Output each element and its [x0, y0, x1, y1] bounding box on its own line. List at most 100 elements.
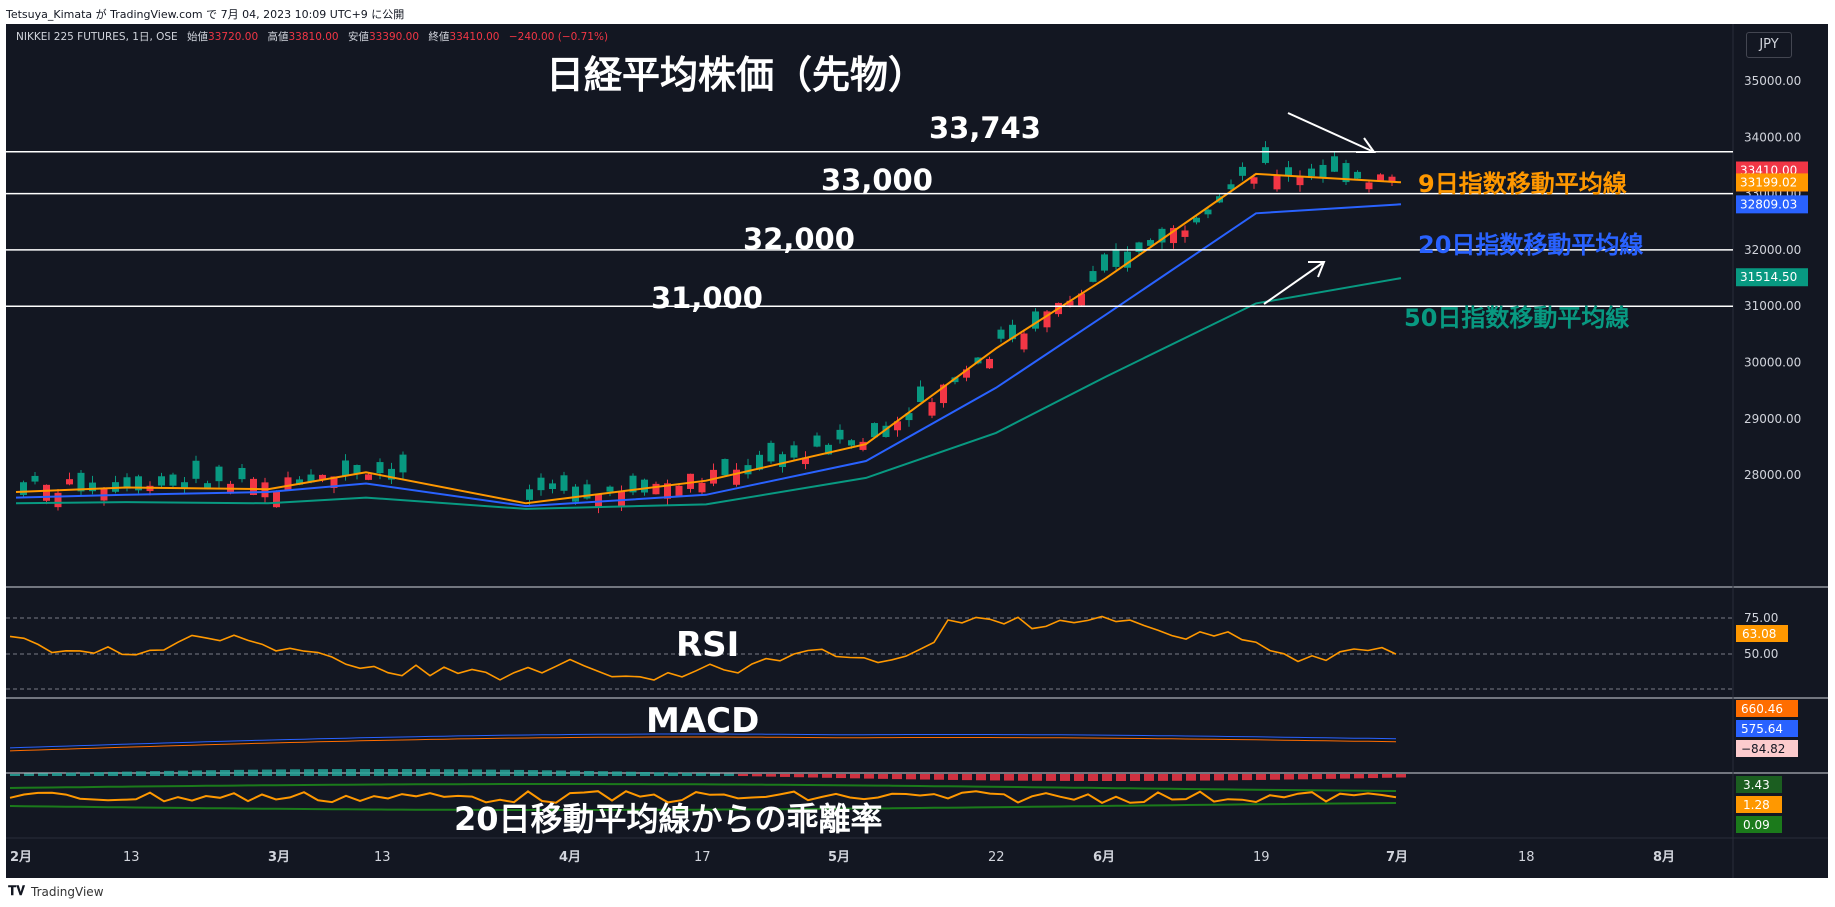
tradingview-logo-icon: 𝐓𝐕 — [8, 884, 25, 899]
candle-body — [89, 482, 96, 492]
macd-histogram-bar — [1340, 774, 1350, 779]
candle-body — [192, 460, 200, 479]
chart-canvas[interactable]: NIKKEI 225 FUTURES, 1日, OSE 始値33720.00 高… — [6, 24, 1828, 878]
price-axis-tick: 31000.00 — [1744, 299, 1801, 313]
macd-histogram-bar — [1074, 774, 1084, 781]
candle-body — [273, 490, 280, 508]
macd-histogram-bar — [906, 774, 916, 780]
legend-high: 33810.00 — [288, 31, 338, 43]
candle-body — [940, 384, 947, 404]
macd-histogram-bar — [1158, 774, 1168, 781]
legend-symbol: NIKKEI 225 FUTURES, 1日, OSE — [16, 31, 178, 43]
ema50-label: 50日指数移動平均線 — [1404, 304, 1629, 332]
candle-body — [319, 474, 326, 480]
candle-body — [1078, 293, 1085, 306]
macd-histogram-bar — [38, 773, 48, 776]
macd-histogram-bar — [808, 774, 818, 778]
macd-histogram-bar — [724, 773, 734, 776]
candle-body — [1112, 249, 1120, 267]
candle-body — [859, 441, 867, 450]
macd-histogram-bar — [710, 773, 720, 776]
macd-histogram-bar — [458, 769, 468, 776]
candle-body — [54, 492, 62, 508]
price-axis-tick: 32000.00 — [1744, 243, 1801, 257]
candle-body — [1204, 209, 1212, 215]
candle-body — [135, 476, 142, 491]
legend-low-label: 安値 — [348, 30, 369, 43]
time-axis[interactable]: 2月 13 3月 13 4月 17 5月 22 6月 19 7月 18 8月 — [10, 850, 1675, 865]
candle-body — [1020, 333, 1028, 350]
candle-body — [756, 454, 763, 470]
time-axis-tick: 5月 — [828, 850, 850, 865]
time-axis-tick: 3月 — [268, 850, 290, 865]
deviation-series: 3.43 1.28 0.09 — [9, 776, 1782, 833]
macd-histogram-bar — [1228, 774, 1238, 781]
candle-body — [1354, 171, 1361, 179]
legend-change: −240.00 (−0.71%) — [509, 31, 608, 43]
macd-histogram-bar — [1018, 774, 1028, 781]
ema-line-50 — [15, 277, 1402, 510]
price-axis-tick: 30000.00 — [1744, 356, 1801, 370]
candle-body — [181, 482, 188, 489]
time-axis-tick: 17 — [694, 850, 711, 865]
candle-body — [606, 486, 614, 492]
level-label-31000: 31,000 — [651, 281, 763, 315]
currency-button[interactable]: JPY — [1746, 32, 1792, 58]
macd-histogram-bar — [976, 774, 986, 781]
deviation-tag-box — [1736, 816, 1782, 833]
macd-histogram-bar — [248, 769, 258, 776]
macd-histogram-bar — [1186, 774, 1196, 781]
macd-histogram-bar — [1284, 774, 1294, 780]
candle-body — [825, 444, 832, 455]
macd-histogram-bar — [1046, 774, 1056, 781]
macd-histogram-bar — [1130, 774, 1140, 781]
macd-histogram-bar — [1088, 774, 1098, 781]
price-tag-box — [1736, 195, 1808, 214]
macd-histogram-bar — [878, 774, 888, 779]
candle-body — [652, 483, 660, 495]
macd-histogram-bar — [122, 771, 132, 776]
deviation-tag: 3.43 — [1743, 778, 1770, 792]
candle-body — [1331, 156, 1338, 172]
horizontal-levels[interactable] — [6, 151, 1733, 307]
candle-body — [687, 473, 694, 489]
time-axis-tick: 13 — [374, 850, 391, 865]
level-label-33743: 33,743 — [929, 111, 1041, 145]
attribution-text: Tetsuya_Kimata が TradingView.com で 7月 04… — [6, 8, 405, 21]
macd-histogram-bar — [780, 774, 790, 777]
deviation-lower-band — [9, 802, 1397, 811]
price-tag-text: 32809.03 — [1740, 197, 1797, 211]
macd-histogram-bar — [276, 769, 286, 776]
price-axis-tick: 29000.00 — [1744, 412, 1801, 426]
candle-body — [779, 454, 786, 468]
legend-close: 33410.00 — [449, 31, 499, 43]
macd-histogram-bar — [794, 774, 804, 778]
candle-body — [284, 477, 292, 490]
candle-body — [296, 479, 303, 485]
candle-body — [836, 429, 844, 440]
deviation-tag-box — [1736, 776, 1782, 793]
rsi-label: RSI — [676, 625, 739, 665]
macd-histogram-bar — [430, 769, 440, 776]
candle-body — [388, 468, 395, 480]
macd-histogram-bar — [514, 769, 524, 776]
macd-histogram-bar — [360, 769, 370, 776]
candle-body — [698, 482, 706, 493]
macd-histogram-bar — [934, 774, 944, 780]
price-axis-tick: 35000.00 — [1744, 74, 1801, 88]
deviation-tag: 1.28 — [1743, 798, 1770, 812]
candle-body — [1377, 174, 1384, 181]
arrow-up-right-icon — [1263, 261, 1326, 305]
arrow-down-right-icon — [1287, 112, 1376, 153]
chart-panel[interactable]: NIKKEI 225 FUTURES, 1日, OSE 始値33720.00 高… — [6, 24, 1828, 878]
legend-open: 33720.00 — [208, 31, 258, 43]
legend-open-label: 始値 — [187, 30, 208, 43]
price-tag-box — [1736, 173, 1808, 192]
legend-high-label: 高値 — [267, 30, 288, 43]
macd-histogram-bar — [1172, 774, 1182, 781]
candle-body — [1066, 300, 1074, 306]
candle-body — [1101, 254, 1108, 271]
price-tag-box — [1736, 268, 1808, 287]
macd-histogram-bar — [290, 769, 300, 776]
